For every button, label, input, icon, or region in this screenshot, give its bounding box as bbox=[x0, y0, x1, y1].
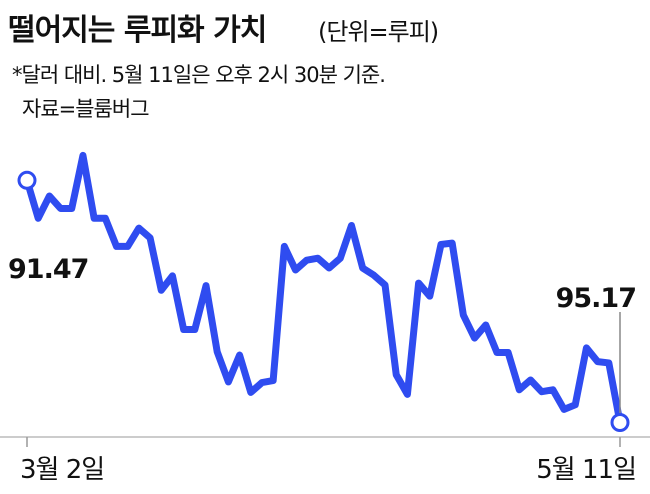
value-label: 95.17 bbox=[556, 283, 636, 314]
value-label: 91.47 bbox=[8, 254, 88, 285]
end-point bbox=[610, 412, 630, 432]
end-point bbox=[17, 170, 37, 190]
source: 자료=블룸버그 bbox=[22, 97, 149, 121]
note: *달러 대비. 5월 11일은 오후 2시 30분 기준. bbox=[12, 63, 385, 87]
data-line bbox=[23, 151, 624, 424]
chart-title: 떨어지는 루피화 가치 bbox=[8, 13, 266, 48]
x-tick-label: 5월 11일 bbox=[536, 455, 636, 485]
unit-label: (단위=루피) bbox=[318, 18, 438, 46]
x-tick-label: 3월 2일 bbox=[20, 455, 104, 485]
